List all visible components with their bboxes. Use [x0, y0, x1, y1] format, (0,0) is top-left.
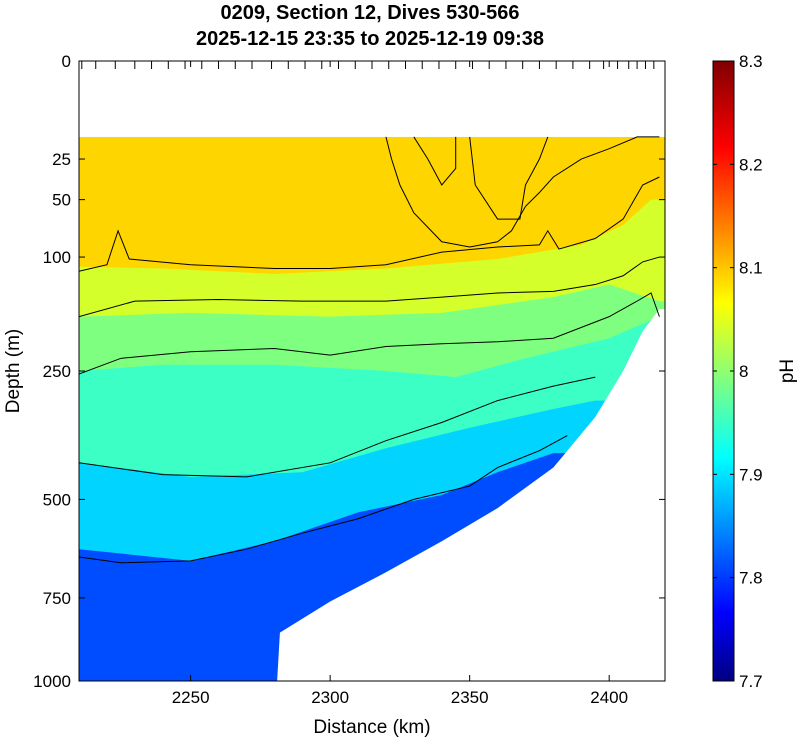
zone-surface — [79, 136, 665, 274]
y-tick-label-4: 100 — [43, 248, 71, 267]
contour-line-2 — [79, 256, 660, 318]
surface-no-data — [79, 61, 665, 137]
colorbar-tick-label-5: 8.1 — [739, 259, 763, 278]
chart-title-line-2: 2025-12-15 23:35 to 2025-12-19 09:38 — [195, 28, 545, 50]
colorbar-tick-label-2: 7.8 — [739, 569, 763, 588]
y-tick-label-3: 50 — [52, 191, 71, 210]
x-tick-label-1: 2250 — [172, 688, 210, 707]
colorbar-label: pH — [777, 359, 798, 383]
contour-line-6 — [413, 136, 457, 186]
contour-line-3 — [79, 292, 660, 375]
y-tick-label-7: 750 — [43, 589, 71, 608]
y-axis-label: Depth (m) — [3, 329, 24, 413]
colorbar-tick-label-6: 8.2 — [739, 155, 763, 174]
x-tick-label-3: 2350 — [451, 688, 489, 707]
x-axis-label: Distance (km) — [313, 717, 430, 738]
colorbar-tick-label-7: 8.3 — [739, 52, 763, 71]
contour-line-1 — [79, 176, 660, 272]
seafloor-mask — [79, 309, 665, 681]
x-tick-label-4: 2400 — [590, 688, 628, 707]
colorbar-tick-label-3: 7.9 — [739, 465, 763, 484]
contour-line-7 — [385, 136, 660, 248]
chart-title-line-1: 0209, Section 12, Dives 530-566 — [220, 2, 520, 24]
y-tick-label-8: 1000 — [33, 672, 71, 691]
contour-line-8 — [469, 136, 549, 220]
x-tick-label-2: 2300 — [311, 688, 349, 707]
plot-area — [79, 61, 665, 681]
axes: 2250 2300 2350 2400 0 25 50 100 250 500 750 1000 Dis… — [3, 52, 666, 738]
y-tick-label-6: 500 — [43, 490, 71, 509]
colorbar: 7.7 7.8 7.9 8 8.1 8.2 8.3 pH — [712, 52, 798, 691]
y-tick-label-5: 250 — [43, 362, 71, 381]
colorbar-tick-label-1: 7.7 — [739, 672, 763, 691]
contour-line-4 — [79, 376, 596, 478]
contour-line-5 — [79, 435, 568, 564]
colorbar-tick-label-4: 8 — [739, 362, 748, 381]
y-tick-label-1: 0 — [62, 52, 71, 71]
y-tick-label-2: 25 — [52, 150, 71, 169]
